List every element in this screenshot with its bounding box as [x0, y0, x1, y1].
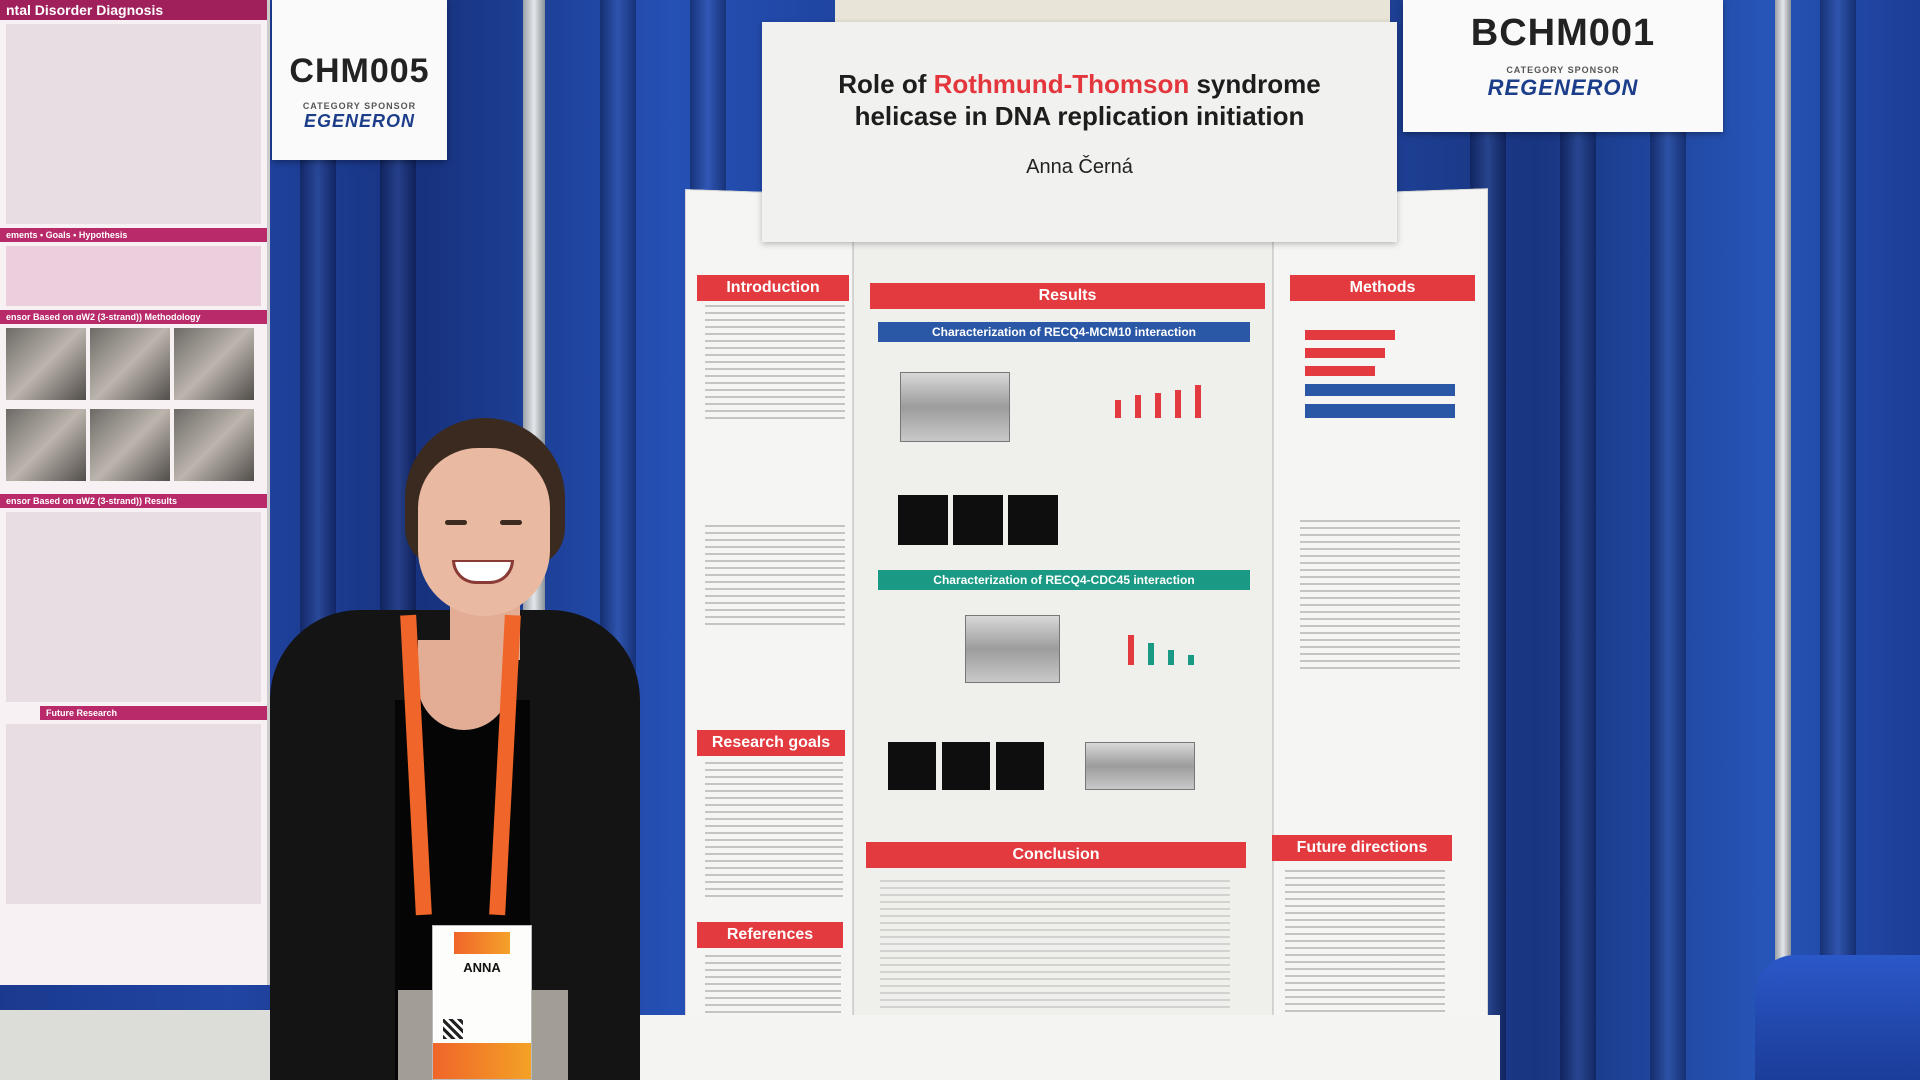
badge-logo	[454, 932, 510, 954]
chart-bar	[1168, 650, 1174, 665]
curtain-fold	[1650, 0, 1686, 1080]
chart-bar	[1128, 635, 1134, 665]
poster-title-line-1: Role of Rothmund-Thomson syndrome	[762, 68, 1397, 100]
subsection-cdc45: Characterization of RECQ4-CDC45 interact…	[878, 570, 1250, 590]
blue-chair	[1755, 955, 1920, 1080]
method-bar	[1305, 348, 1385, 358]
eye	[500, 520, 522, 525]
qr-code-icon	[443, 1019, 463, 1039]
neighbor-poster-photos	[0, 324, 267, 490]
section-introduction: Introduction	[697, 275, 849, 301]
badge-footer	[433, 1043, 531, 1079]
title-part-2: syndrome	[1189, 69, 1321, 99]
microscopy-image	[1008, 495, 1058, 545]
title-highlight: Rothmund-Thomson	[933, 69, 1190, 99]
booth-code: CHM005	[289, 52, 430, 90]
microscopy-image	[953, 495, 1003, 545]
neighbor-poster-block	[6, 512, 261, 702]
text-block	[1300, 520, 1460, 670]
microscopy-image	[898, 495, 948, 545]
neighbor-poster-block	[6, 24, 261, 224]
poster-title-line-2: helicase in DNA replication initiation	[854, 101, 1305, 131]
poster-center-panel	[853, 230, 1273, 1040]
gel-image	[965, 615, 1060, 683]
poster-author: Anna Černá	[1026, 156, 1133, 178]
section-references: References	[697, 922, 843, 948]
eye	[445, 520, 467, 525]
name-badge: ANNA	[432, 925, 532, 1080]
subsection-mcm10: Characterization of RECQ4-MCM10 interact…	[878, 322, 1250, 342]
poster-title-card: Role of Rothmund-Thomson syndrome helica…	[762, 22, 1397, 242]
booth-code: BCHM001	[1470, 12, 1656, 54]
chart-bar	[1148, 643, 1154, 665]
neighbor-poster: ntal Disorder Diagnosis ements • Goals •…	[0, 0, 270, 985]
chart-bar	[1135, 395, 1141, 418]
microscopy-image	[996, 742, 1044, 790]
sponsor-brand: EGENERON	[303, 111, 416, 131]
section-conclusion: Conclusion	[866, 842, 1246, 868]
text-block	[880, 880, 1230, 1010]
section-future-directions: Future directions	[1272, 835, 1452, 861]
section-research-goals: Research goals	[697, 730, 845, 756]
photo	[90, 328, 170, 400]
photo	[6, 328, 86, 400]
sponsor-brand: REGENERON	[1487, 75, 1639, 100]
method-bar	[1305, 404, 1455, 418]
booth-sign-right: BCHM001 CATEGORY SPONSOR REGENERON	[1403, 0, 1723, 132]
section-methods: Methods	[1290, 275, 1475, 301]
method-bar	[1305, 330, 1395, 340]
method-bar	[1305, 384, 1455, 396]
badge-name: ANNA	[463, 960, 501, 975]
microscopy-image	[942, 742, 990, 790]
photo	[90, 409, 170, 481]
booth-pole	[1775, 0, 1791, 960]
curtain-fold	[1560, 0, 1596, 1080]
chart-bar	[1115, 400, 1121, 418]
method-bar	[1305, 366, 1375, 376]
neighbor-poster-block	[6, 724, 261, 904]
neighbor-poster-band: Future Research	[40, 706, 267, 720]
photo	[174, 409, 254, 481]
sign-category: CATEGORY SPONSOR	[1506, 65, 1620, 75]
section-results: Results	[870, 283, 1265, 309]
text-block	[705, 305, 845, 420]
photo	[6, 409, 86, 481]
chart-bar	[1195, 385, 1201, 418]
neighbor-poster-block	[6, 246, 261, 306]
neckline	[418, 640, 510, 730]
chart-bar	[1155, 393, 1161, 418]
table-left	[0, 1010, 280, 1080]
text-block	[705, 762, 843, 902]
title-part-1: Role of	[838, 69, 934, 99]
face	[418, 448, 550, 616]
sign-category: CATEGORY SPONSOR	[302, 101, 417, 111]
chart-bar	[1175, 390, 1181, 418]
microscopy-image	[888, 742, 936, 790]
neighbor-poster-band: ensor Based on ɑW2 (3-strand)) Methodolo…	[0, 310, 267, 324]
display-table	[600, 1015, 1500, 1080]
gel-image	[900, 372, 1010, 442]
curtain-fold	[1820, 0, 1856, 1080]
neighbor-poster-band: ensor Based on ɑW2 (3-strand)) Results	[0, 494, 267, 508]
text-block	[1285, 870, 1445, 1030]
text-block	[705, 525, 845, 625]
neighbor-poster-band: ements • Goals • Hypothesis	[0, 228, 267, 242]
neighbor-poster-title: ntal Disorder Diagnosis	[0, 0, 267, 20]
text-block	[705, 955, 841, 1025]
photo	[174, 328, 254, 400]
booth-sign-left: CHM005 CATEGORY SPONSOR EGENERON	[272, 0, 447, 160]
gel-image	[1085, 742, 1195, 790]
chart-bar	[1188, 655, 1194, 665]
